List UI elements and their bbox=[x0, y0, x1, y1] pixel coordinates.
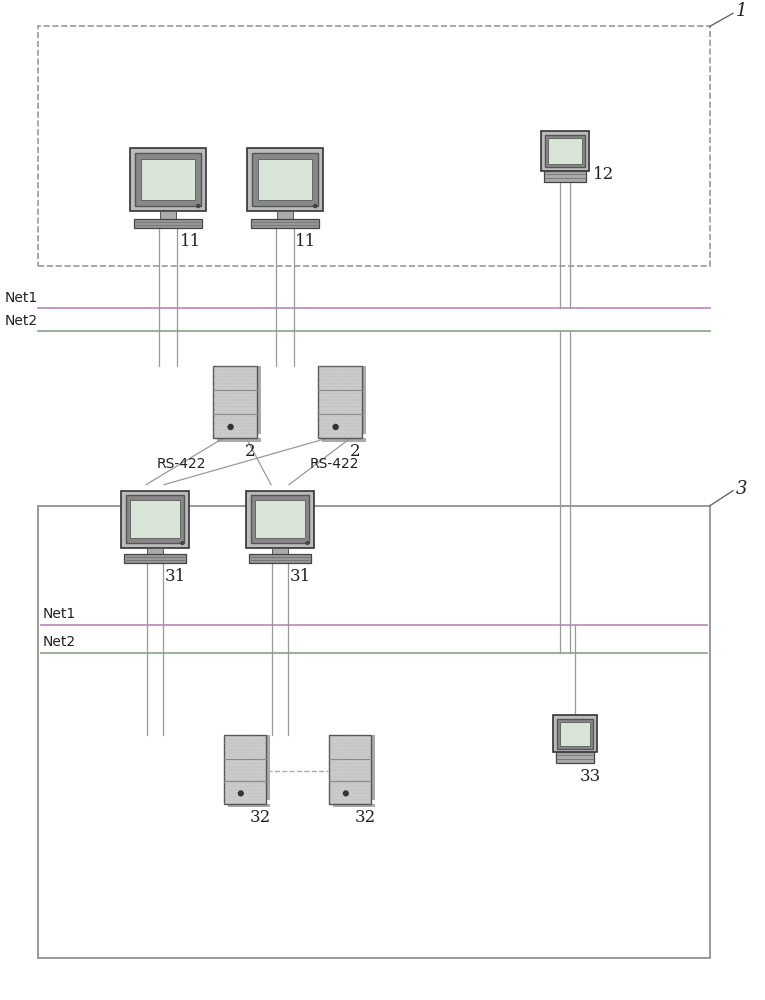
Bar bbox=[247, 148, 323, 211]
Bar bbox=[257, 366, 261, 434]
Bar bbox=[228, 804, 270, 807]
Circle shape bbox=[306, 542, 309, 544]
Circle shape bbox=[333, 424, 338, 429]
Text: 1: 1 bbox=[736, 2, 747, 20]
Bar bbox=[549, 138, 581, 164]
Text: 11: 11 bbox=[180, 233, 201, 250]
Circle shape bbox=[239, 791, 243, 796]
Text: 33: 33 bbox=[580, 768, 601, 785]
Bar bbox=[246, 491, 314, 548]
Text: RS-422: RS-422 bbox=[310, 457, 360, 471]
Bar bbox=[329, 735, 371, 804]
Bar bbox=[272, 548, 288, 554]
Bar bbox=[371, 735, 375, 800]
Text: 2: 2 bbox=[245, 443, 256, 460]
Circle shape bbox=[228, 424, 233, 429]
Bar bbox=[224, 735, 266, 804]
Bar bbox=[256, 500, 304, 538]
Text: Net1: Net1 bbox=[43, 607, 76, 621]
Text: 11: 11 bbox=[295, 233, 316, 250]
Bar bbox=[251, 219, 319, 228]
Bar bbox=[266, 735, 270, 800]
Circle shape bbox=[181, 542, 184, 544]
Bar bbox=[549, 138, 581, 164]
Bar bbox=[277, 211, 293, 219]
Circle shape bbox=[197, 204, 200, 208]
Text: 2: 2 bbox=[350, 443, 360, 460]
Text: Net2: Net2 bbox=[43, 635, 76, 649]
Bar bbox=[125, 495, 184, 543]
Bar bbox=[141, 159, 195, 200]
Text: 3: 3 bbox=[736, 480, 747, 498]
Bar bbox=[249, 554, 311, 563]
Bar bbox=[130, 148, 206, 211]
Text: 31: 31 bbox=[290, 568, 311, 585]
Bar bbox=[217, 438, 261, 442]
Bar bbox=[333, 804, 375, 807]
Bar bbox=[251, 495, 309, 543]
Bar bbox=[555, 752, 594, 763]
Bar bbox=[329, 735, 371, 804]
Text: RS-422: RS-422 bbox=[157, 457, 207, 471]
Bar bbox=[560, 722, 591, 746]
Bar bbox=[213, 366, 257, 438]
Text: Net2: Net2 bbox=[5, 314, 38, 328]
Bar bbox=[38, 26, 710, 266]
Text: 32: 32 bbox=[250, 809, 272, 826]
Bar bbox=[124, 554, 186, 563]
Bar bbox=[318, 366, 362, 438]
Bar bbox=[141, 159, 195, 200]
Bar bbox=[121, 491, 189, 548]
Circle shape bbox=[343, 791, 348, 796]
Bar bbox=[542, 131, 589, 171]
Bar bbox=[258, 159, 312, 200]
Bar bbox=[130, 500, 180, 538]
Bar bbox=[560, 722, 591, 746]
Bar bbox=[224, 735, 266, 804]
Bar bbox=[553, 715, 597, 752]
Bar bbox=[362, 366, 366, 434]
Bar bbox=[148, 548, 162, 554]
Bar bbox=[252, 153, 317, 206]
Bar bbox=[213, 366, 257, 438]
Bar bbox=[134, 219, 202, 228]
Text: 32: 32 bbox=[355, 809, 376, 826]
Bar bbox=[38, 506, 710, 958]
Bar bbox=[556, 719, 594, 749]
Bar bbox=[160, 211, 176, 219]
Circle shape bbox=[314, 204, 317, 208]
Text: 12: 12 bbox=[593, 166, 614, 183]
Text: 31: 31 bbox=[165, 568, 186, 585]
Text: Net1: Net1 bbox=[5, 291, 38, 305]
Bar bbox=[545, 135, 585, 167]
Bar bbox=[258, 159, 312, 200]
Bar bbox=[256, 500, 304, 538]
Bar bbox=[318, 366, 362, 438]
Bar bbox=[135, 153, 200, 206]
Bar bbox=[130, 500, 180, 538]
Bar bbox=[322, 438, 366, 442]
Bar bbox=[544, 171, 586, 182]
